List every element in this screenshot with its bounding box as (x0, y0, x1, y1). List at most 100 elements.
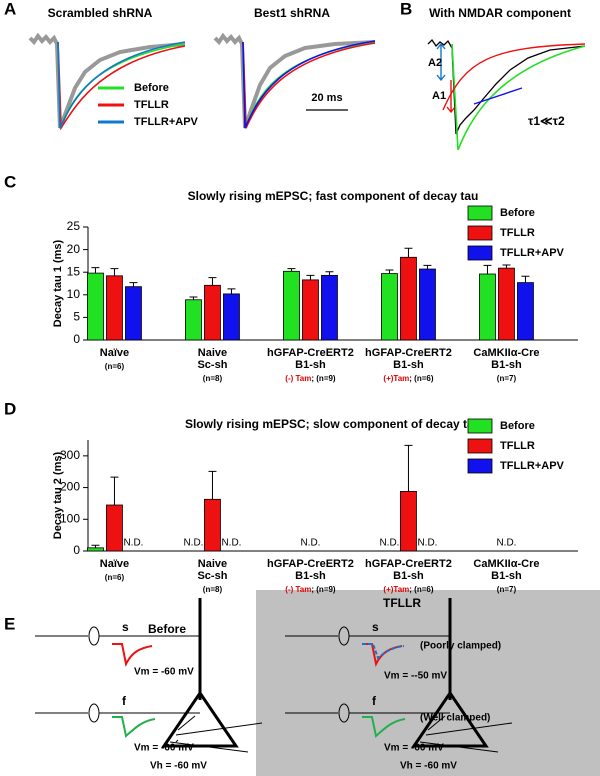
vh-label: Vh = -60 mV (150, 761, 207, 772)
error-bar (423, 264, 432, 270)
lead (175, 722, 263, 736)
arrow (436, 42, 446, 82)
x-tick-label: B1-sh (491, 570, 522, 582)
bar (517, 282, 534, 341)
bar (223, 293, 240, 341)
y-tick-label: 200 (60, 480, 80, 494)
note-segment: (-) Tam (285, 374, 311, 383)
bar (479, 273, 496, 341)
note-segment: (n=6) (105, 573, 125, 582)
lead (175, 739, 179, 743)
bar (125, 286, 142, 341)
error-bar (306, 274, 315, 280)
x-tick-label: B1-sh (295, 570, 326, 582)
epsc-trace (112, 716, 156, 738)
electrode-tip (88, 703, 100, 723)
note-segment: (+)Tam (383, 374, 409, 383)
vh-label: Vh = -60 mV (400, 761, 457, 772)
x-tick-label: B1-sh (295, 359, 326, 371)
bar (87, 547, 104, 552)
trace-title: With NMDAR component (429, 6, 571, 20)
site-label: f (372, 694, 377, 708)
bar (204, 284, 221, 341)
legend-swatch (467, 205, 493, 221)
bar (87, 272, 104, 341)
y-tick-label: 25 (67, 219, 81, 233)
error-bar (91, 544, 100, 548)
fit-trace (473, 87, 523, 105)
value-label: N.D. (496, 538, 516, 549)
trace-title: Best1 shRNA (254, 6, 330, 20)
legend-label: TFLLR+APV (500, 247, 565, 259)
site-label: s (372, 620, 379, 634)
panel-label: C (4, 172, 16, 191)
category-note: (n=8) (203, 374, 223, 383)
legend-label: Before (134, 82, 169, 94)
error-bar (110, 268, 119, 276)
y-tick-label: 0 (73, 332, 80, 346)
x-tick-label: Sc-sh (197, 359, 227, 371)
neuron-before (35, 598, 263, 753)
scale-label: 20 ms (311, 92, 342, 104)
legend-label: TFLLR (500, 227, 535, 239)
error-bar (502, 264, 511, 269)
note-segment: (n=7) (497, 374, 517, 383)
site-label: s (122, 620, 129, 634)
soma (161, 690, 239, 748)
error-bar (129, 282, 138, 287)
x-tick-label: Naïve (100, 347, 129, 359)
note-segment: (n=6) (105, 362, 125, 371)
chart-title: Slowly rising mEPSC; fast component of d… (188, 189, 479, 203)
lead (177, 715, 196, 731)
x-tick-label: hGFAP-CreERT2 (365, 347, 452, 359)
fit-trace (57, 41, 186, 129)
annotation: A2 (428, 57, 442, 69)
x-tick-label: hGFAP-CreERT2 (365, 558, 452, 570)
panel-label: A (4, 0, 16, 18)
annotation: τ1≪τ2 (528, 114, 565, 128)
bar (106, 275, 123, 341)
fit-trace (242, 41, 376, 129)
x-tick-label: Naive (198, 347, 227, 359)
arrow (446, 80, 456, 114)
vm-label: Vm = -60 mV (134, 667, 194, 678)
legend-swatch (467, 458, 493, 474)
y-tick-label: 100 (60, 511, 80, 525)
x-tick-label: CaMKIIα-Cre (473, 347, 539, 359)
note-segment: (-) Tam (285, 585, 311, 594)
note-segment: ; (n=9) (311, 374, 336, 383)
note-segment: (n=7) (497, 585, 517, 594)
note-segment: (n=8) (203, 585, 223, 594)
bar (106, 504, 123, 552)
error-bar (287, 268, 296, 272)
chart-title: Slowly rising mEPSC; slow component of d… (185, 417, 481, 431)
lead (169, 741, 249, 753)
trace-title: Scrambled shRNA (48, 6, 153, 20)
x-tick-label: hGFAP-CreERT2 (267, 558, 354, 570)
lead (425, 722, 513, 736)
bar (400, 490, 417, 552)
legend-label: Before (500, 420, 535, 432)
x-tick-label: CaMKIIα-Cre (473, 558, 539, 570)
bar (185, 299, 202, 341)
bar (498, 267, 515, 341)
error-bar (91, 267, 100, 274)
clamp-note: (Well clamped) (420, 713, 490, 724)
site-label: f (122, 694, 127, 708)
bar (400, 256, 417, 341)
note-segment: ; (n=6) (409, 585, 434, 594)
y-tick-label: 0 (73, 543, 80, 557)
x-tick-label: Naive (198, 558, 227, 570)
error-bar (385, 269, 394, 274)
clamp-note: (Poorly clamped) (420, 641, 501, 652)
y-tick-label: 10 (67, 287, 81, 301)
traces-b (427, 38, 586, 151)
condition-title: TFLLR (383, 596, 421, 610)
value-label: N.D. (379, 538, 399, 549)
category-note: (-) Tam; (n=9) (285, 585, 336, 594)
panel-label: E (4, 614, 15, 633)
bar (302, 279, 319, 341)
error-bar (325, 271, 334, 276)
note-segment: ; (n=6) (409, 374, 434, 383)
